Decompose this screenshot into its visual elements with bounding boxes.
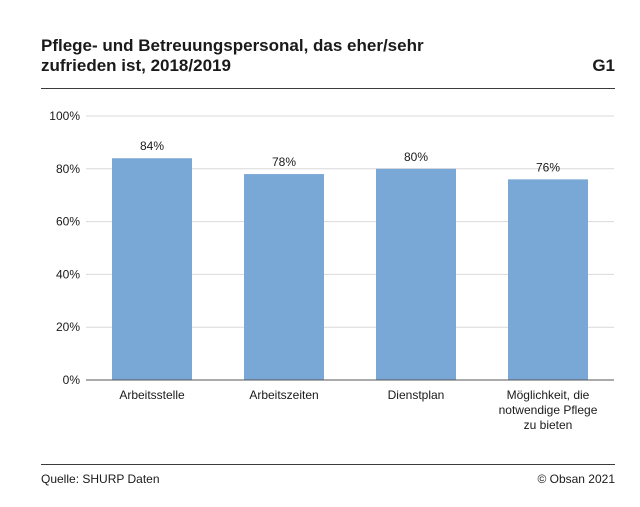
chart-title-line-1: Pflege- und Betreuungspersonal, das eher…: [41, 36, 424, 55]
bar-value-label: 76%: [536, 160, 560, 174]
y-tick-label: 100%: [49, 109, 80, 123]
x-category-label: Arbeitsstelle: [119, 388, 185, 402]
x-category-label-line: Möglichkeit, die: [507, 388, 590, 402]
bar: [112, 158, 192, 380]
y-tick-label: 0%: [63, 373, 81, 387]
x-category-label-line: Dienstplan: [388, 388, 445, 402]
x-category-label-line: zu bieten: [524, 418, 573, 432]
y-tick-label: 80%: [56, 162, 80, 176]
bar: [508, 179, 588, 380]
bar-value-label: 80%: [404, 150, 428, 164]
y-tick-label: 60%: [56, 215, 80, 229]
bar-value-label: 78%: [272, 155, 296, 169]
x-category-label: Dienstplan: [388, 388, 445, 402]
bar: [376, 168, 456, 380]
figure-id: G1: [592, 56, 615, 75]
bar-value-label: 84%: [140, 139, 164, 153]
y-tick-label: 20%: [56, 320, 80, 334]
footer-divider: [41, 464, 615, 465]
header-divider: [41, 88, 615, 89]
y-tick-label: 40%: [56, 267, 80, 281]
x-category-label: Arbeitszeiten: [249, 388, 318, 402]
x-category-label-line: Arbeitszeiten: [249, 388, 318, 402]
bar-chart: 0% 20% 40% 60% 80% 100% 84% Arbeitsstelle 78% Arb…: [49, 109, 614, 432]
x-category-label-line: Arbeitsstelle: [119, 388, 185, 402]
x-category-label: Möglichkeit, die notwendige Pflege zu biet…: [499, 388, 598, 432]
chart-title-line-2: zufrieden ist, 2018/2019: [41, 56, 231, 75]
copyright-note: © Obsan 2021: [537, 472, 615, 486]
x-category-label-line: notwendige Pflege: [499, 403, 598, 417]
source-note: Quelle: SHURP Daten: [41, 472, 160, 486]
chart-title: Pflege- und Betreuungspersonal, das eher…: [41, 36, 521, 76]
bar: [244, 174, 324, 380]
